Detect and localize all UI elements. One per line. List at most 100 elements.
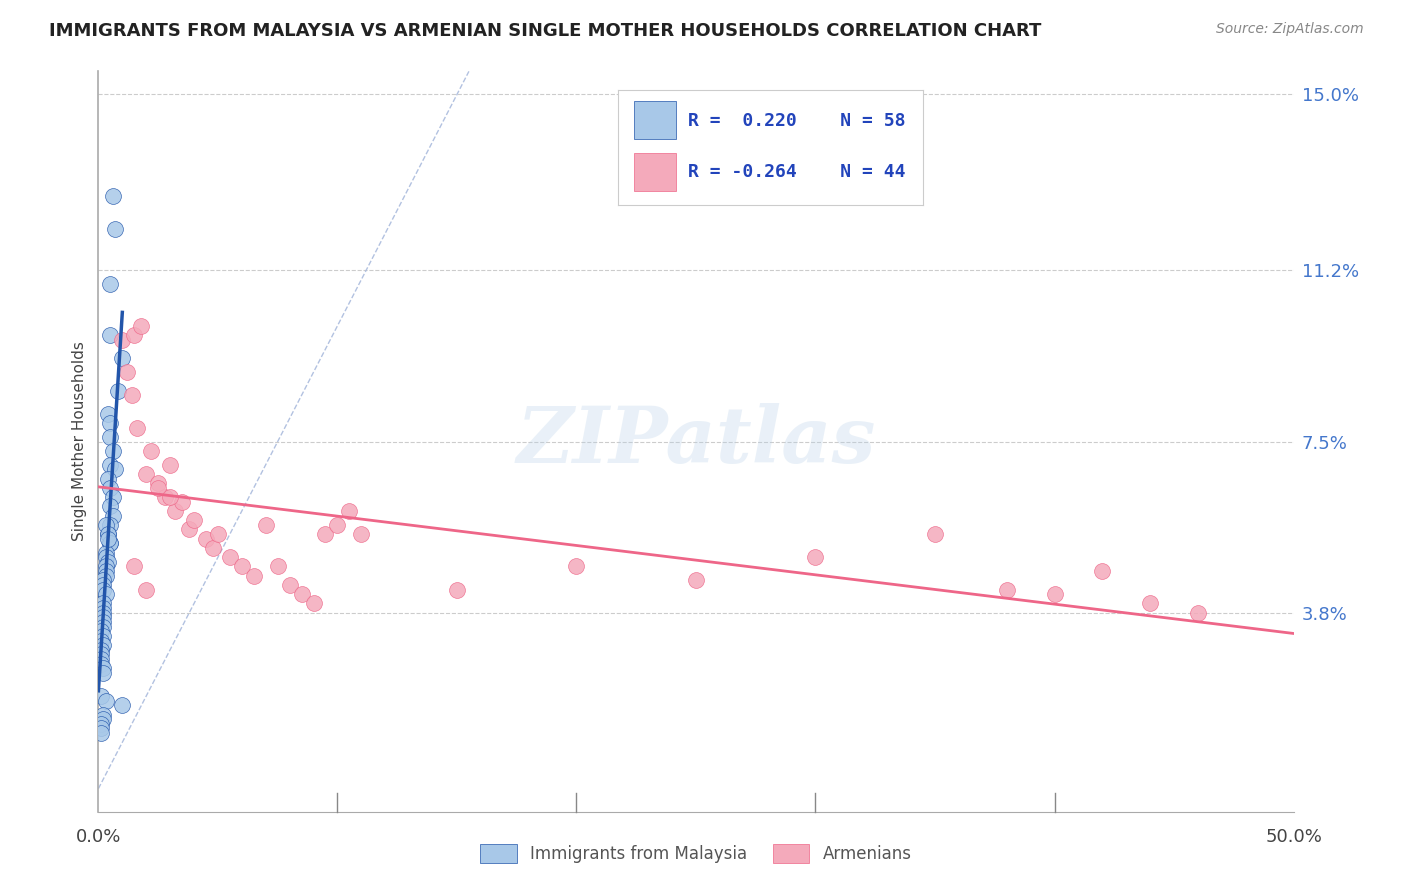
Point (94, 517, 117, 532)
Point (101, 189, 124, 203)
Point (104, 462, 127, 476)
Point (91, 661, 114, 675)
Point (163, 504, 186, 518)
Point (91, 582, 114, 597)
Point (804, 550, 827, 565)
Point (94, 694, 117, 708)
Point (202, 541, 225, 555)
Point (219, 550, 242, 565)
Point (326, 517, 349, 532)
Point (111, 333, 134, 347)
Point (1187, 606, 1209, 620)
Point (278, 578, 301, 592)
Point (90, 624, 112, 639)
Point (148, 481, 170, 495)
Point (90, 726, 112, 740)
Point (98, 416, 122, 430)
Point (90, 689, 112, 703)
Point (91, 638, 114, 652)
Point (1139, 597, 1161, 611)
Point (111, 698, 134, 713)
Point (90, 716, 112, 731)
Point (159, 490, 181, 504)
Point (1043, 587, 1066, 601)
Point (243, 568, 266, 582)
Point (98, 430, 122, 444)
Point (98, 481, 122, 495)
Point (97, 407, 120, 421)
Point (91, 578, 114, 592)
Point (91, 619, 114, 633)
Point (254, 517, 277, 532)
Point (111, 351, 134, 366)
Point (94, 564, 117, 578)
Point (98, 500, 122, 514)
Point (98, 277, 122, 292)
Point (131, 318, 153, 333)
Point (90, 657, 112, 671)
Point (91, 606, 114, 620)
Point (91, 707, 114, 722)
Point (97, 532, 120, 546)
Point (924, 527, 946, 541)
Point (172, 494, 194, 508)
Point (115, 365, 138, 379)
Point (90, 652, 112, 666)
Point (94, 587, 117, 601)
Point (148, 476, 170, 491)
Y-axis label: Single Mother Households: Single Mother Households (72, 342, 87, 541)
Point (90, 722, 112, 736)
Point (101, 490, 124, 504)
Point (125, 420, 148, 434)
Point (135, 467, 157, 481)
Point (98, 536, 122, 550)
Point (90, 642, 112, 657)
Point (101, 508, 124, 523)
Point (195, 532, 218, 546)
Point (565, 559, 588, 574)
Point (91, 665, 114, 680)
Point (267, 559, 290, 574)
Point (350, 527, 373, 541)
Text: IMMIGRANTS FROM MALAYSIA VS ARMENIAN SINGLE MOTHER HOUSEHOLDS CORRELATION CHART: IMMIGRANTS FROM MALAYSIA VS ARMENIAN SIN… (49, 22, 1042, 40)
Point (207, 527, 229, 541)
Point (231, 559, 253, 574)
Point (135, 582, 157, 597)
Point (302, 597, 325, 611)
Point (315, 527, 337, 541)
Point (91, 597, 114, 611)
Point (291, 587, 314, 601)
Point (98, 458, 122, 472)
Point (94, 559, 117, 574)
Point (159, 458, 181, 472)
Point (94, 546, 117, 560)
Point (183, 513, 205, 527)
Point (104, 221, 127, 235)
Point (124, 559, 146, 574)
Point (339, 504, 361, 518)
Point (107, 384, 129, 398)
Point (685, 574, 707, 588)
Point (155, 490, 177, 504)
Point (98, 328, 122, 343)
Point (91, 712, 114, 726)
Point (91, 629, 114, 643)
Point (91, 601, 114, 615)
Point (179, 523, 201, 537)
Point (101, 443, 124, 458)
Point (97, 555, 120, 569)
Point (97, 527, 120, 541)
Text: Source: ZipAtlas.com: Source: ZipAtlas.com (1216, 22, 1364, 37)
Point (97, 527, 120, 541)
Point (446, 582, 468, 597)
Point (121, 388, 143, 402)
Point (98, 536, 122, 550)
Point (91, 610, 114, 624)
Point (1091, 564, 1114, 578)
Point (90, 633, 112, 648)
Text: ZIPatlas: ZIPatlas (516, 403, 876, 480)
Point (139, 443, 162, 458)
Point (91, 615, 114, 629)
Point (97, 471, 120, 485)
Point (94, 568, 117, 582)
